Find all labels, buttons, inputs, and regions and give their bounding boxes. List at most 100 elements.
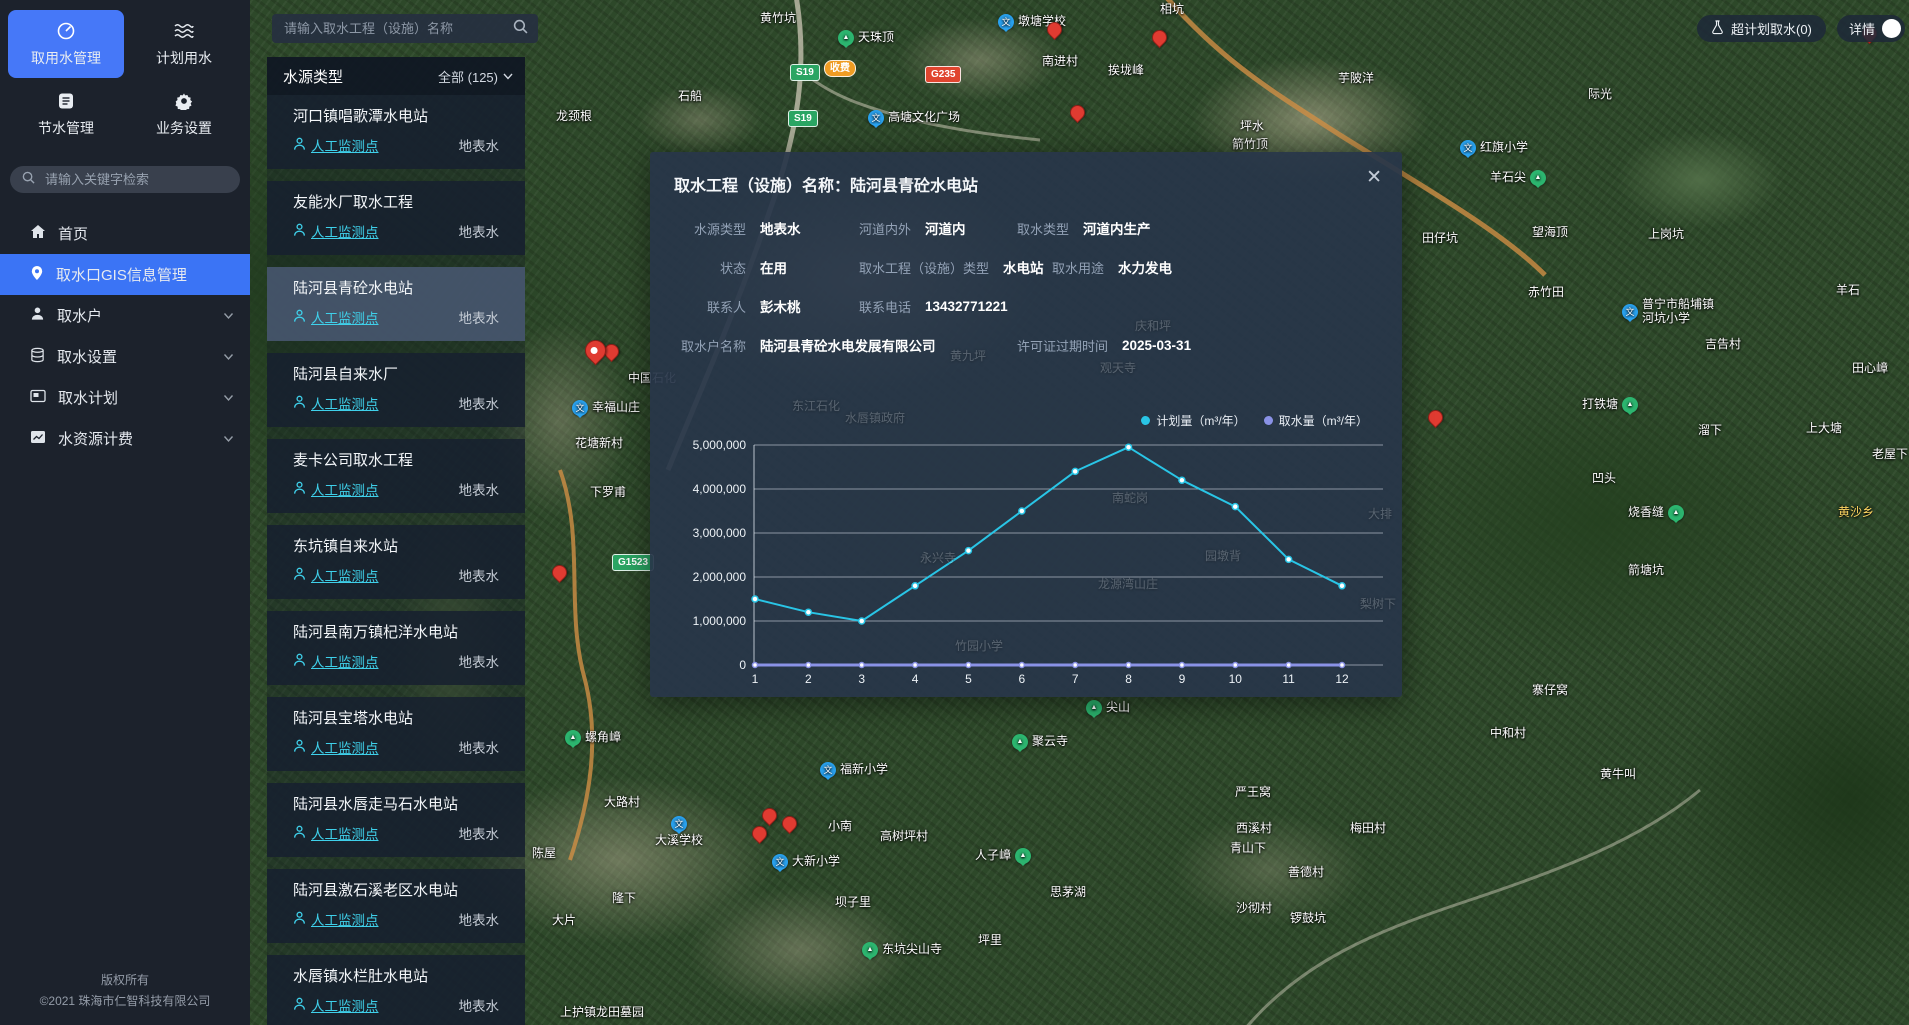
map-place-label[interactable]: 文福新小学 bbox=[820, 762, 888, 780]
monitor-point-link[interactable]: 人工监测点 bbox=[293, 393, 379, 413]
svg-text:5: 5 bbox=[965, 672, 972, 686]
field-label: 许可证过期时间 bbox=[1017, 338, 1109, 354]
person-icon bbox=[293, 395, 306, 412]
place-name: 高塘文化广场 bbox=[888, 110, 961, 125]
map-place-label: 陈屋 bbox=[532, 846, 556, 861]
map-place-label[interactable]: ▲ 天珠顶 bbox=[838, 30, 894, 48]
field-label: 河道内外 bbox=[859, 221, 912, 237]
over-plan-button[interactable]: 超计划取水(0) bbox=[1697, 15, 1826, 42]
sidebar-item[interactable]: 取水设置 bbox=[0, 336, 250, 377]
map-marker-pin[interactable] bbox=[580, 335, 611, 366]
place-name: 赤竹田 bbox=[1528, 285, 1565, 299]
water-type-label: 地表水 bbox=[458, 311, 500, 326]
sidebar-item-label: 取水户 bbox=[57, 308, 103, 325]
scenic-pin-icon: ▲ bbox=[838, 30, 854, 48]
map-marker-pin[interactable] bbox=[1424, 406, 1447, 429]
toggle-knob[interactable] bbox=[1882, 19, 1902, 38]
monitor-point-link[interactable]: 人工监测点 bbox=[293, 479, 379, 499]
station-list-item[interactable]: 陆河县水唇走马石水电站 人工监测点 地表水 bbox=[267, 783, 525, 857]
monitor-point-link[interactable]: 人工监测点 bbox=[293, 651, 379, 671]
place-name: 螺角嶂 bbox=[585, 730, 622, 745]
module-button[interactable]: 计划用水 bbox=[126, 10, 242, 78]
legend-item[interactable]: 计划量（m³/年） bbox=[1141, 412, 1246, 429]
map-place-label[interactable]: 文红旗小学 bbox=[1460, 140, 1528, 158]
map-place-label[interactable]: 打铁塘 ▲ bbox=[1582, 397, 1639, 415]
map-place-label[interactable]: ▲ 螺角嶂 bbox=[565, 730, 622, 748]
map-place-label[interactable]: 羊石尖 ▲ bbox=[1490, 170, 1547, 188]
map-place-label[interactable]: ▲ 尖山 bbox=[1086, 700, 1130, 718]
scenic-pin-icon: ▲ bbox=[862, 942, 878, 960]
monitor-point-link[interactable]: 人工监测点 bbox=[293, 995, 379, 1015]
map-place-label[interactable]: 文大新小学 bbox=[772, 854, 841, 872]
monitor-point-link[interactable]: 人工监测点 bbox=[293, 221, 379, 241]
monitor-point-link[interactable]: 人工监测点 bbox=[293, 135, 379, 155]
sidebar-item[interactable]: 水资源计费 bbox=[0, 418, 250, 459]
sidebar-search[interactable] bbox=[10, 166, 240, 193]
map-place-label[interactable]: 烧香缝 ▲ bbox=[1628, 505, 1685, 523]
map-place-label[interactable]: ▲ 东坑尖山寺 bbox=[862, 942, 942, 960]
legend-item[interactable]: 取水量（m³/年） bbox=[1263, 412, 1368, 429]
map-marker-pin[interactable] bbox=[1066, 101, 1089, 124]
map-marker-pin[interactable] bbox=[1148, 26, 1171, 49]
station-list-item[interactable]: 东坑镇自来水站 人工监测点 地表水 bbox=[267, 525, 525, 599]
place-name: 沙彻村 bbox=[1236, 901, 1273, 915]
station-list-item[interactable]: 麦卡公司取水工程 人工监测点 地表水 bbox=[267, 439, 525, 513]
scenic-pin-icon: ▲ bbox=[1668, 505, 1685, 523]
station-search-input[interactable] bbox=[282, 20, 507, 37]
sidebar-item[interactable]: 首页 bbox=[0, 213, 250, 254]
water-type-label: 地表水 bbox=[458, 913, 500, 928]
module-button[interactable]: 取用水管理 bbox=[8, 10, 124, 78]
sidebar-item[interactable]: 取水计划 bbox=[0, 377, 250, 418]
filter-dropdown[interactable]: 全部 (125) bbox=[438, 67, 513, 86]
module-button[interactable]: 业务设置 bbox=[126, 80, 242, 148]
map-marker-pin[interactable] bbox=[1043, 18, 1066, 41]
road-badge: S19 bbox=[790, 64, 820, 81]
map-place-label[interactable]: 文大溪学校 bbox=[655, 816, 703, 848]
station-list-item[interactable]: 陆河县激石溪老区水电站人工监测点 地表水 bbox=[267, 869, 525, 943]
map-marker-pin[interactable] bbox=[600, 340, 623, 363]
map-place-label: 坝子里 bbox=[835, 895, 871, 910]
station-list-item[interactable]: 河口镇唱歌潭水电站 人工监测点 地表水 bbox=[267, 95, 525, 169]
map-place-label: 上岗坑 bbox=[1648, 227, 1684, 242]
monitor-point-link[interactable]: 人工监测点 bbox=[293, 737, 379, 757]
station-list-item[interactable]: 陆河县南万镇杞洋水电站 人工监测点 地表水 bbox=[267, 611, 525, 685]
station-list-item[interactable]: 陆河县自来水厂 人工监测点 地表水 bbox=[267, 353, 525, 427]
sidebar-item[interactable]: 取水户 bbox=[0, 295, 250, 336]
map-marker-pin[interactable] bbox=[548, 561, 571, 584]
station-search[interactable] bbox=[272, 14, 538, 43]
station-list-item[interactable]: 陆河县青砼水电站 人工监测点 地表水 bbox=[267, 267, 525, 341]
monitor-point-link[interactable]: 人工监测点 bbox=[293, 823, 379, 843]
place-name: 大新小学 bbox=[792, 854, 841, 869]
map-marker-pin[interactable] bbox=[758, 804, 781, 827]
map-place-label[interactable]: 文普宁市船埔镇 河坑小学 bbox=[1622, 297, 1714, 326]
detail-toggle[interactable]: 详情 bbox=[1837, 15, 1906, 42]
monitor-point-link[interactable]: 人工监测点 bbox=[293, 307, 379, 327]
person-icon bbox=[293, 481, 306, 498]
sidebar-item-label: 水资源计费 bbox=[58, 431, 134, 448]
station-name: 陆河县激石溪老区水电站 bbox=[293, 882, 459, 899]
station-list-item[interactable]: 陆河县宝塔水电站 人工监测点 地表水 bbox=[267, 697, 525, 771]
station-list-item[interactable]: 水唇镇水栏肚水电站 人工监测点 地表水 bbox=[267, 955, 525, 1025]
monitor-point-label: 人工监测点 bbox=[311, 913, 379, 928]
place-name: 羊石 bbox=[1836, 283, 1861, 297]
map-place-label[interactable]: 文墩塘学校 bbox=[998, 14, 1066, 32]
search-icon[interactable] bbox=[513, 19, 528, 39]
map-place-label[interactable]: 文高塘文化广场 bbox=[868, 110, 961, 128]
place-name: 西溪村 bbox=[1236, 821, 1273, 835]
map-place-label: 下罗甫 bbox=[590, 485, 626, 500]
map-place-label[interactable]: ▲ 聚云寺 bbox=[1012, 734, 1068, 752]
map-place-label: 大路村 bbox=[604, 795, 640, 810]
close-icon[interactable]: ✕ bbox=[1366, 167, 1382, 188]
sidebar-item[interactable]: 取水口GIS信息管理 bbox=[0, 254, 250, 295]
module-button[interactable]: 节水管理 bbox=[8, 80, 124, 148]
map-marker-pin[interactable] bbox=[748, 822, 771, 845]
place-name: 挨垅峰 bbox=[1108, 63, 1145, 77]
station-list-item[interactable]: 友能水厂取水工程 人工监测点 地表水 bbox=[267, 181, 525, 255]
map-place-label[interactable]: 文幸福山庄 bbox=[572, 400, 640, 418]
monitor-point-link[interactable]: 人工监测点 bbox=[293, 565, 379, 585]
map-place-label[interactable]: 人子嶂 ▲ bbox=[975, 848, 1032, 866]
monitor-point-link[interactable]: 人工监测点 bbox=[293, 909, 379, 929]
map-marker-pin[interactable] bbox=[778, 812, 801, 835]
road-badge: S19 bbox=[788, 110, 818, 127]
sidebar-search-input[interactable] bbox=[43, 171, 228, 188]
